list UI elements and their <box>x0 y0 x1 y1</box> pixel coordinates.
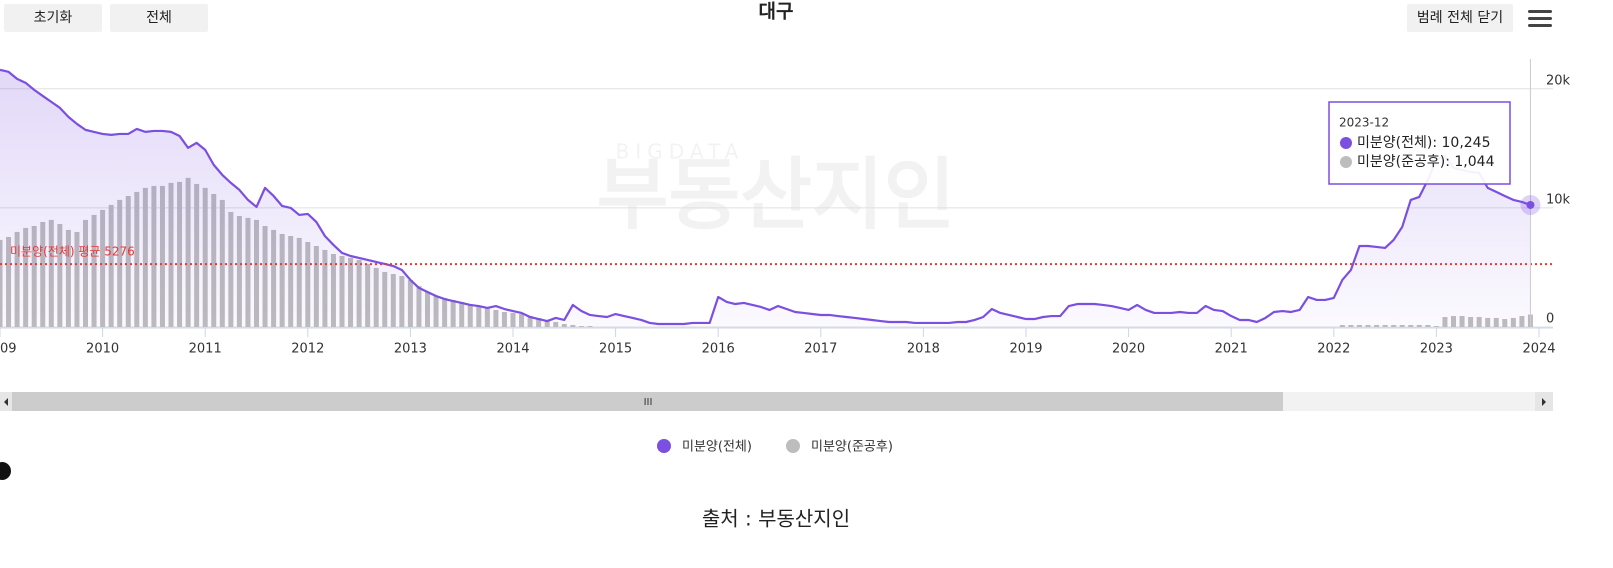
x-tick-label: 2011 <box>189 342 222 357</box>
watermark-small: BIGDATA <box>616 140 745 164</box>
tooltip-series-name: 미분양(준공후) <box>1357 154 1445 170</box>
legend-toggle-button[interactable] <box>1407 4 1513 32</box>
x-tick-label: 2018 <box>907 342 940 357</box>
tooltip-value: 1,044 <box>1454 154 1494 170</box>
x-tick-label: 2009 <box>0 342 17 357</box>
source: 출처 : 부동산지인 <box>702 507 850 531</box>
scrollbar-thumb[interactable] <box>12 392 1283 411</box>
scroll-right-arrow <box>1542 398 1546 406</box>
tooltip <box>1328 101 1511 185</box>
legend-label[interactable]: 미분양(전체) <box>682 440 752 455</box>
plot-area: 0 10k 20k 2009 2010 2011 2012 2013 2014 2015 2016 2… <box>0 59 1571 357</box>
x-tick-label: 2020 <box>1112 342 1145 357</box>
x-tick-label: 2012 <box>291 342 324 357</box>
tooltip-line: 미분양(전체): 10,245 <box>1357 135 1491 151</box>
reset-label: 초기화 <box>34 10 73 26</box>
y-tick-label: 20k <box>1546 73 1571 88</box>
legend-swatch[interactable] <box>786 439 800 453</box>
x-tick-label: 2023 <box>1420 342 1453 357</box>
all-button[interactable] <box>110 4 208 32</box>
hover-point <box>1526 200 1535 209</box>
x-tick-label: 2019 <box>1009 342 1042 357</box>
x-tick-label: 2021 <box>1215 342 1248 357</box>
tooltip-line: 미분양(준공후): 1,044 <box>1357 154 1495 170</box>
tooltip-swatch <box>1340 156 1352 168</box>
tooltip-value: 10,245 <box>1442 135 1491 151</box>
legend-label[interactable]: 미분양(준공후) <box>811 440 893 455</box>
x-tick-label: 2016 <box>702 342 735 357</box>
reset-button[interactable] <box>4 4 102 32</box>
x-tick-label: 2024 <box>1522 342 1555 357</box>
scroll-left-arrow <box>4 398 8 406</box>
tooltip-separator: : <box>1432 135 1441 151</box>
x-tick-label: 2013 <box>394 342 427 357</box>
x-tick-label: 2015 <box>599 342 632 357</box>
chart-title: 대구 <box>759 1 794 23</box>
x-tick-label: 2022 <box>1317 342 1350 357</box>
x-tick-label: 2017 <box>804 342 837 357</box>
all-label: 전체 <box>146 10 172 26</box>
corner-icon <box>0 462 11 480</box>
tooltip-swatch <box>1340 137 1352 149</box>
tooltip-series-name: 미분양(전체) <box>1357 135 1432 151</box>
line <box>0 68 1531 326</box>
menu-button[interactable] <box>1528 10 1552 27</box>
y-tick-label: 0 <box>1546 312 1554 327</box>
x-tick-label: 2014 <box>496 342 529 357</box>
area <box>0 69 1531 327</box>
x-tick-label: 2010 <box>86 342 119 357</box>
menu-bar <box>1528 17 1552 20</box>
menu-bar <box>1528 10 1552 13</box>
watermark: 부동산지인 <box>597 150 956 240</box>
menu-bar <box>1528 24 1552 27</box>
tooltip-separator: : <box>1445 154 1454 170</box>
y-tick-label: 10k <box>1546 192 1571 207</box>
legend-toggle-label: 범례 전체 닫기 <box>1417 10 1503 26</box>
legend-swatch[interactable] <box>657 439 671 453</box>
average-label: 미분양(전체) 평균 5276 <box>10 245 135 259</box>
tooltip-title: 2023-12 <box>1339 116 1389 130</box>
scrollbar-grip: III <box>644 397 653 408</box>
